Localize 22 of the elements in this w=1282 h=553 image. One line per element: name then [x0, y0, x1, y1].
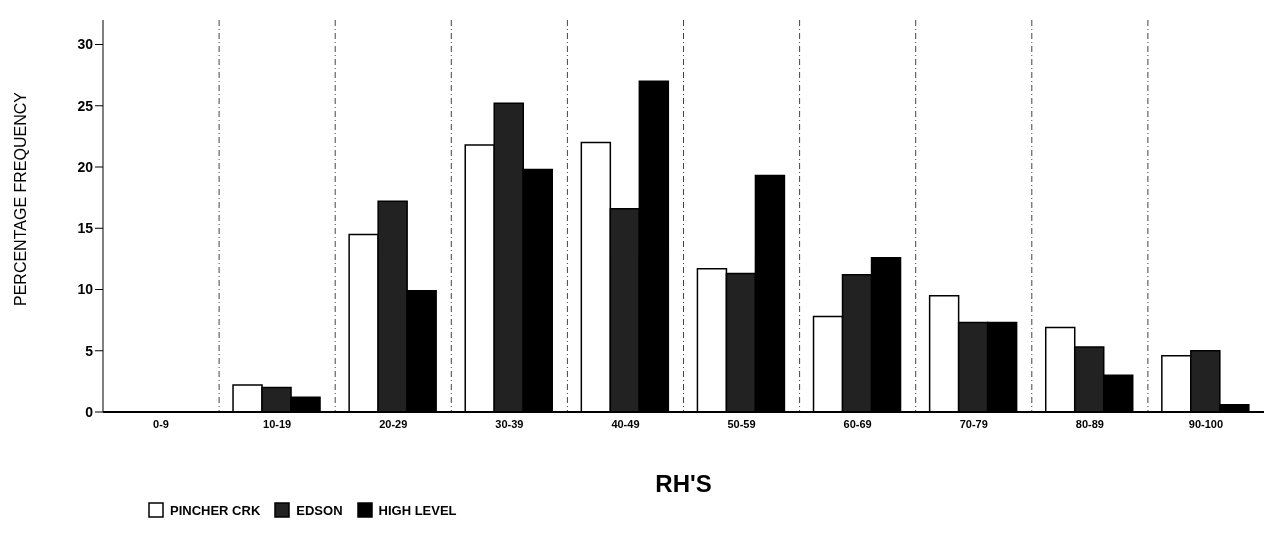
x-tick-label: 40-49 — [611, 417, 640, 430]
x-tick-label: 10-19 — [263, 417, 292, 430]
y-tick-label: 30 — [77, 36, 94, 53]
y-tick-label: 15 — [77, 220, 94, 237]
y-tick-label: 25 — [77, 97, 94, 114]
x-tick-label: 50-59 — [727, 417, 756, 430]
y-tick-label: 10 — [77, 281, 94, 298]
legend-label: EDSON — [296, 502, 343, 518]
y-tick-label: 5 — [85, 342, 94, 359]
y-axis-title: PERCENTAGE FREQUENCY — [11, 91, 29, 306]
x-tick-label: 70-79 — [959, 417, 988, 430]
x-tick-label: 60-69 — [843, 417, 872, 430]
y-tick-label: 20 — [77, 158, 94, 175]
y-tick-label: 0 — [85, 403, 94, 420]
x-tick-label: 30-39 — [495, 417, 524, 430]
legend-label: PINCHER CRK — [170, 502, 261, 518]
x-tick-label: 0-9 — [153, 417, 169, 430]
x-tick-label: 90-100 — [1188, 417, 1224, 430]
x-tick-label: 80-89 — [1075, 417, 1104, 430]
x-tick-label: 20-29 — [379, 417, 408, 430]
legend-label: HIGH LEVEL — [378, 502, 457, 518]
x-axis-title: RH'S — [655, 470, 712, 497]
